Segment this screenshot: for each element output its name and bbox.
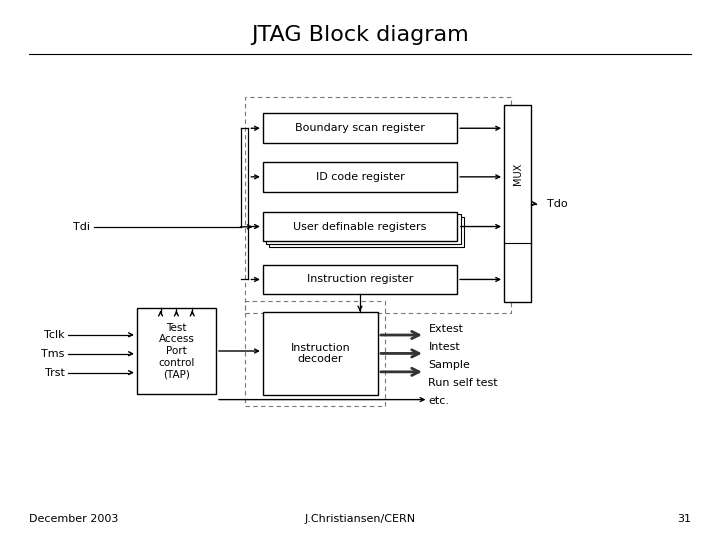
Text: Boundary scan register: Boundary scan register: [295, 123, 425, 133]
Text: Test
Access
Port
control
(TAP): Test Access Port control (TAP): [158, 323, 194, 379]
Text: JTAG Block diagram: JTAG Block diagram: [251, 25, 469, 45]
Bar: [263, 312, 378, 395]
Text: Tdi: Tdi: [73, 222, 90, 232]
Text: Tdo: Tdo: [547, 199, 568, 208]
Bar: [266, 214, 461, 244]
Bar: [245, 97, 511, 313]
Text: Tclk: Tclk: [44, 330, 65, 340]
Text: Sample: Sample: [428, 360, 470, 370]
Text: User definable registers: User definable registers: [293, 221, 427, 232]
Bar: [263, 162, 457, 192]
Text: December 2003: December 2003: [29, 515, 118, 524]
Text: J.Christiansen/CERN: J.Christiansen/CERN: [305, 515, 415, 524]
Text: MUX: MUX: [513, 163, 523, 185]
Bar: [263, 265, 457, 294]
Text: Trst: Trst: [45, 368, 65, 377]
Text: Instruction register: Instruction register: [307, 274, 413, 285]
Bar: [504, 105, 531, 302]
Bar: [245, 301, 385, 406]
Bar: [269, 217, 464, 247]
Text: 31: 31: [678, 515, 691, 524]
Bar: [263, 212, 457, 241]
Bar: [263, 113, 457, 143]
Text: Instruction
decoder: Instruction decoder: [291, 342, 350, 364]
Bar: [137, 308, 216, 394]
Text: etc.: etc.: [428, 396, 449, 406]
Text: Extest: Extest: [428, 325, 464, 334]
Text: ID code register: ID code register: [315, 172, 405, 182]
Text: Intest: Intest: [428, 342, 460, 352]
Text: Run self test: Run self test: [428, 378, 498, 388]
Text: Tms: Tms: [42, 349, 65, 359]
